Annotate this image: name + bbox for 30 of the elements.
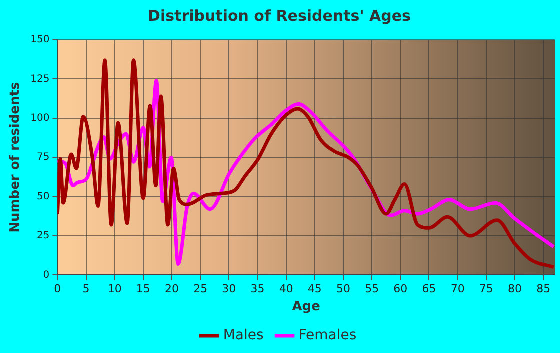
y-tick-label: 0 [43,270,50,281]
x-tick-label: 15 [136,282,150,296]
x-tick-label: 40 [279,282,294,296]
x-tick-label: 25 [194,282,208,296]
y-tick-label: 25 [36,230,50,242]
x-tick-label: 45 [308,282,322,296]
x-tick-label: 75 [479,282,494,296]
x-tick-label: 5 [82,282,90,296]
x-tick-label: 55 [365,282,380,296]
y-tick-label: 100 [30,112,50,124]
x-tick-label: 10 [108,282,122,296]
x-axis-title: Age [292,300,321,315]
x-tick-label: 70 [450,282,465,296]
legend-label: Males [223,328,264,344]
x-tick-label: 0 [54,282,62,296]
x-tick-label: 60 [394,282,408,296]
x-tick-label: 35 [250,282,265,296]
x-tick-label: 20 [165,282,180,296]
x-tick-label: 80 [508,282,522,296]
y-tick-label: 150 [30,34,50,46]
y-axis-title: Number of residents [8,82,24,233]
chart-title: Distribution of Residents' Ages [148,6,412,25]
x-tick-label: 85 [536,282,551,296]
y-tick-label: 50 [36,191,50,202]
y-tick-label: 75 [36,152,50,164]
x-tick-label: 30 [222,282,236,296]
y-tick-label: 125 [30,74,50,85]
x-tick-label: 65 [422,282,436,296]
x-tick-label: 50 [336,282,350,296]
legend-label: Females [298,328,357,344]
